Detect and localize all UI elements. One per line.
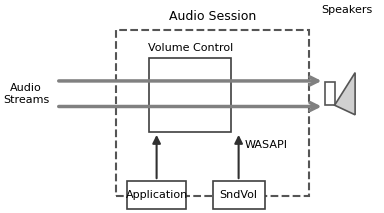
FancyBboxPatch shape <box>325 82 334 105</box>
Text: Audio Session: Audio Session <box>169 10 256 23</box>
Text: SndVol: SndVol <box>220 190 258 200</box>
Polygon shape <box>334 73 355 115</box>
Text: Audio
Streams: Audio Streams <box>3 83 49 105</box>
FancyBboxPatch shape <box>212 181 265 209</box>
Text: Application: Application <box>126 190 188 200</box>
Text: Speakers: Speakers <box>321 5 372 15</box>
FancyBboxPatch shape <box>127 181 186 209</box>
Text: WASAPI: WASAPI <box>244 140 287 150</box>
Text: Volume Control: Volume Control <box>147 43 233 53</box>
FancyBboxPatch shape <box>149 58 231 132</box>
